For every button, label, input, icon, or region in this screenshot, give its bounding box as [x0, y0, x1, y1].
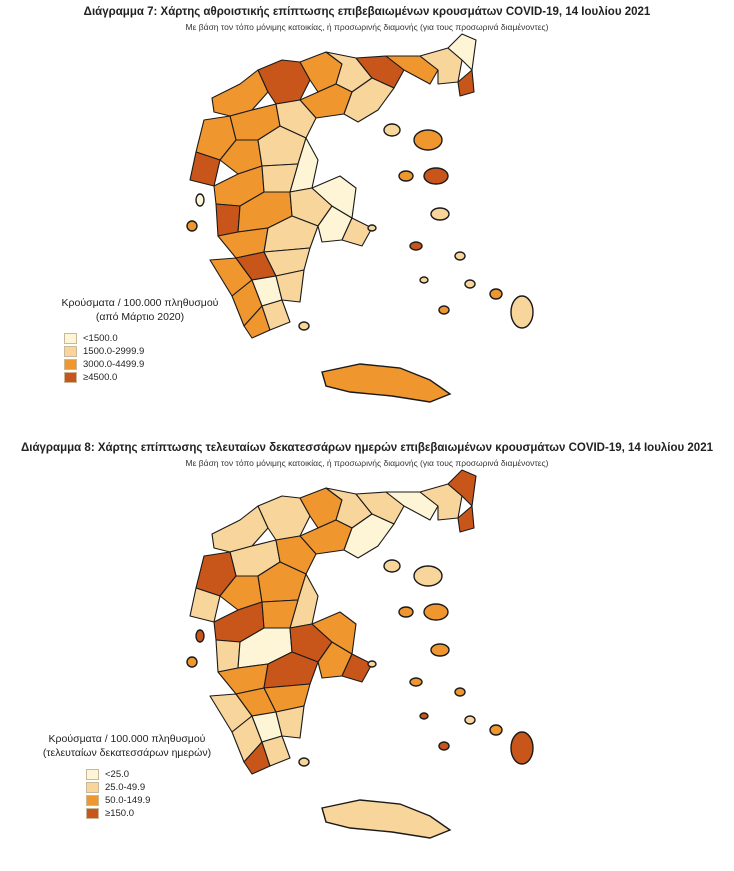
- island-unit: [454, 251, 466, 261]
- legend-item: 25.0-49.9: [86, 781, 232, 794]
- legend-subtitle: (από Μάρτιο 2020): [95, 311, 185, 323]
- legend: Κρούσματα / 100.000 πληθυσμού (τελευταίω…: [22, 732, 232, 820]
- island-unit: [464, 715, 476, 725]
- legend-item: <25.0: [86, 768, 232, 781]
- legend-swatch: [64, 333, 77, 344]
- crete: [321, 363, 452, 403]
- regional-unit: [343, 513, 395, 559]
- legend-swatch: [86, 795, 99, 806]
- island-unit: [438, 741, 450, 751]
- legend-label: ≥150.0: [105, 808, 134, 819]
- island-unit: [423, 603, 449, 621]
- map-panel-cumulative: Διάγραμμα 7: Χάρτης αθροιστικής επίπτωση…: [0, 0, 734, 430]
- regional-unit: [457, 505, 475, 533]
- map-panel-14day: Διάγραμμα 8: Χάρτης επίπτωσης τελευταίων…: [0, 436, 734, 866]
- legend-item: 3000.0-4499.9: [64, 358, 230, 371]
- legend-label: <1500.0: [83, 333, 118, 344]
- regional-unit: [257, 495, 311, 541]
- regional-unit: [211, 69, 269, 117]
- regional-unit: [385, 491, 439, 521]
- legend-label: 50.0-149.9: [105, 795, 151, 806]
- regional-unit: [355, 55, 405, 89]
- island-unit: [438, 305, 450, 315]
- island-unit: [510, 295, 534, 329]
- regional-unit: [385, 55, 439, 85]
- regional-unit: [257, 59, 311, 105]
- legend-label: ≥4500.0: [83, 372, 118, 383]
- regional-unit: [261, 299, 291, 331]
- legend-label: 1500.0-2999.9: [83, 346, 145, 357]
- island-unit: [398, 606, 414, 618]
- regional-unit: [311, 175, 357, 219]
- legend-title: Κρούσματα / 100.000 πληθυσμού: [48, 733, 206, 745]
- greece-map-14day: [186, 469, 534, 839]
- island-unit: [489, 724, 503, 736]
- legend-item: ≥4500.0: [64, 371, 230, 384]
- island-unit: [419, 276, 429, 284]
- regional-unit: [343, 77, 395, 123]
- island-unit: [409, 241, 423, 251]
- regional-unit: [215, 639, 241, 673]
- legend-title: Κρούσματα / 100.000 πληθυσμού: [61, 297, 219, 309]
- island-unit: [195, 629, 205, 643]
- legend-swatch: [86, 769, 99, 780]
- regional-unit: [341, 653, 373, 683]
- legend-swatch: [86, 808, 99, 819]
- island-unit: [186, 220, 198, 232]
- legend-subtitle: (τελευταίων δεκατεσσάρων ημερών): [42, 747, 212, 759]
- island-unit: [383, 123, 401, 137]
- island-unit: [423, 167, 449, 185]
- legend-label: 3000.0-4499.9: [83, 359, 145, 370]
- legend-swatch: [86, 782, 99, 793]
- regional-unit: [275, 269, 305, 303]
- regional-unit: [341, 217, 373, 247]
- greece-map-cumulative: [186, 33, 534, 403]
- island-unit: [430, 207, 450, 221]
- island-unit: [186, 656, 198, 668]
- regional-unit: [211, 505, 269, 553]
- map-subtitle: Με βάση τον τόπο μόνιμης κατοικίας, ή πρ…: [185, 22, 549, 32]
- map-title: Διάγραμμα 8: Χάρτης επίπτωσης τελευταίων…: [20, 442, 713, 454]
- regional-unit: [275, 705, 305, 739]
- island-unit: [430, 643, 450, 657]
- island-unit: [367, 224, 377, 232]
- regional-unit: [215, 203, 241, 237]
- island-unit: [195, 193, 205, 207]
- island-unit: [510, 731, 534, 765]
- legend-item: <1500.0: [64, 332, 230, 345]
- regional-unit: [311, 611, 357, 655]
- legend-swatch: [64, 359, 77, 370]
- island-unit: [298, 757, 310, 767]
- legend-item: 1500.0-2999.9: [64, 345, 230, 358]
- island-unit: [298, 321, 310, 331]
- island-unit: [413, 129, 443, 151]
- regional-unit: [457, 69, 475, 97]
- island-unit: [419, 712, 429, 720]
- island-unit: [464, 279, 476, 289]
- legend-label: 25.0-49.9: [105, 782, 146, 793]
- legend-label: <25.0: [105, 769, 130, 780]
- island-unit: [383, 559, 401, 573]
- island-unit: [409, 677, 423, 687]
- regional-unit: [355, 491, 405, 525]
- legend: Κρούσματα / 100.000 πληθυσμού (από Μάρτι…: [50, 296, 230, 384]
- island-unit: [489, 288, 503, 300]
- map-subtitle: Με βάση τον τόπο μόνιμης κατοικίας, ή πρ…: [185, 458, 549, 468]
- island-unit: [398, 170, 414, 182]
- island-unit: [413, 565, 443, 587]
- legend-item: 50.0-149.9: [86, 794, 232, 807]
- island-unit: [367, 660, 377, 668]
- crete: [321, 799, 452, 839]
- regional-unit: [447, 33, 477, 71]
- regional-unit: [447, 469, 477, 507]
- island-unit: [454, 687, 466, 697]
- legend-swatch: [64, 346, 77, 357]
- legend-swatch: [64, 372, 77, 383]
- map-title: Διάγραμμα 7: Χάρτης αθροιστικής επίπτωση…: [83, 6, 651, 18]
- regional-unit: [261, 735, 291, 767]
- legend-item: ≥150.0: [86, 807, 232, 820]
